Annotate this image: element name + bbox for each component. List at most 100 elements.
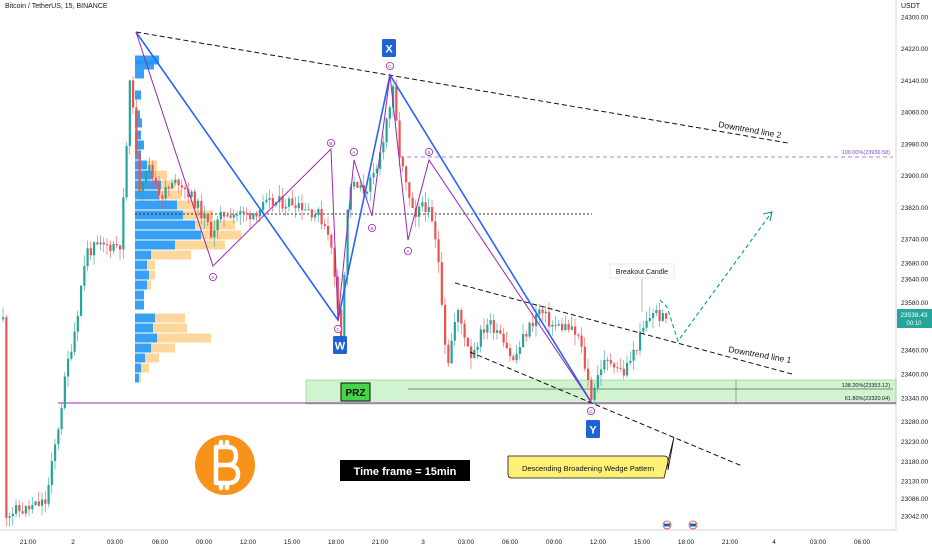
candle <box>151 164 154 178</box>
wedge-callout-label: Descending Broadening Wedge Pattern <box>522 464 654 473</box>
candle <box>320 209 323 225</box>
volume-profile-bar <box>135 333 157 343</box>
level-618-label: 61.80%(23320.04) <box>845 396 890 402</box>
candle <box>434 221 437 240</box>
price-tick-label: 23086.00 <box>901 496 928 503</box>
time-tick-label: 06:00 <box>152 539 169 546</box>
candle <box>587 368 590 380</box>
candle <box>642 327 645 332</box>
candle <box>44 499 47 504</box>
candle <box>453 321 456 341</box>
candle <box>294 205 297 209</box>
candle <box>635 349 638 351</box>
swing-point-marker <box>403 246 412 255</box>
candle <box>21 511 24 514</box>
candle <box>145 171 148 183</box>
candle <box>73 331 76 352</box>
candle <box>613 363 616 368</box>
candle <box>89 248 92 256</box>
downtrend-line-1 <box>454 282 793 375</box>
chart-title: Bitcoin / TetherUS, 15, BINANCE <box>5 3 108 10</box>
candle <box>512 356 515 361</box>
candle <box>200 200 203 219</box>
candle <box>63 376 66 409</box>
candle <box>648 317 651 321</box>
candle <box>60 408 63 430</box>
candle <box>226 215 229 217</box>
candle <box>405 166 408 183</box>
time-tick-label: 21:00 <box>372 539 389 546</box>
candle <box>655 310 658 314</box>
volume-profile-bar <box>145 353 159 363</box>
candle <box>304 209 307 211</box>
volume-profile-bar <box>161 180 175 190</box>
candle <box>174 179 177 184</box>
candle <box>447 344 450 364</box>
candle <box>596 375 599 388</box>
candle <box>444 304 447 345</box>
candle <box>24 505 27 514</box>
swing-point-marker <box>424 147 433 156</box>
candle <box>544 311 547 314</box>
candle <box>538 309 541 315</box>
candle <box>580 335 583 347</box>
candle <box>632 349 635 361</box>
volume-profile-bar <box>135 55 159 65</box>
candle <box>245 212 248 214</box>
prz-label: PRZ <box>346 388 366 399</box>
volume-profile-bar <box>135 353 145 363</box>
candle <box>395 86 398 121</box>
volume-profile-bar <box>153 170 167 180</box>
candle <box>496 330 499 333</box>
candle <box>359 185 362 188</box>
price-tick-label: 23130.00 <box>901 479 928 486</box>
time-tick-label: 15:00 <box>634 539 651 546</box>
candle <box>219 212 222 220</box>
swing-point-marker <box>333 324 342 333</box>
candle <box>518 347 521 354</box>
candle <box>486 324 489 333</box>
candle <box>109 244 112 251</box>
candle <box>574 326 577 335</box>
swing-point-marker <box>208 272 217 281</box>
candle <box>440 262 443 305</box>
downtrend-line-2-label: Downtrend line 2 <box>718 119 783 140</box>
price-tick-label: 23042.00 <box>901 514 928 521</box>
time-tick-label: 09:00 <box>196 539 213 546</box>
point-x: X <box>382 39 396 57</box>
volume-profile-bar <box>135 270 149 280</box>
candle <box>5 317 8 518</box>
event-flag-stripe <box>664 523 670 527</box>
price-tick-label: 23180.00 <box>901 459 928 466</box>
time-tick-label: 18:00 <box>328 539 345 546</box>
candle <box>242 211 245 213</box>
price-tick-label: 24220.00 <box>901 46 928 53</box>
time-tick-label: 09:00 <box>546 539 563 546</box>
candle <box>125 145 128 198</box>
candle <box>223 212 226 217</box>
point-w-box <box>333 336 347 354</box>
candle <box>336 276 339 310</box>
time-tick-label: 12:00 <box>240 539 257 546</box>
candle <box>609 359 612 364</box>
candle <box>128 80 131 146</box>
candle <box>603 359 606 370</box>
point-y: Y <box>586 420 600 438</box>
candle <box>297 203 300 209</box>
candle <box>424 202 427 212</box>
time-tick-label: 3 <box>421 539 425 546</box>
price-tick-label: 23740.00 <box>901 237 928 244</box>
candle <box>639 331 642 351</box>
candle <box>577 334 580 336</box>
candle <box>460 310 463 324</box>
time-tick-label: 18:00 <box>678 539 695 546</box>
candle <box>489 320 492 325</box>
candle <box>492 320 495 333</box>
candle <box>271 198 274 206</box>
current-price-tag <box>897 309 932 328</box>
candle <box>31 505 34 510</box>
event-flag-stripe <box>690 523 696 527</box>
candle <box>119 245 122 250</box>
price-tick-label: 23340.00 <box>901 395 928 402</box>
